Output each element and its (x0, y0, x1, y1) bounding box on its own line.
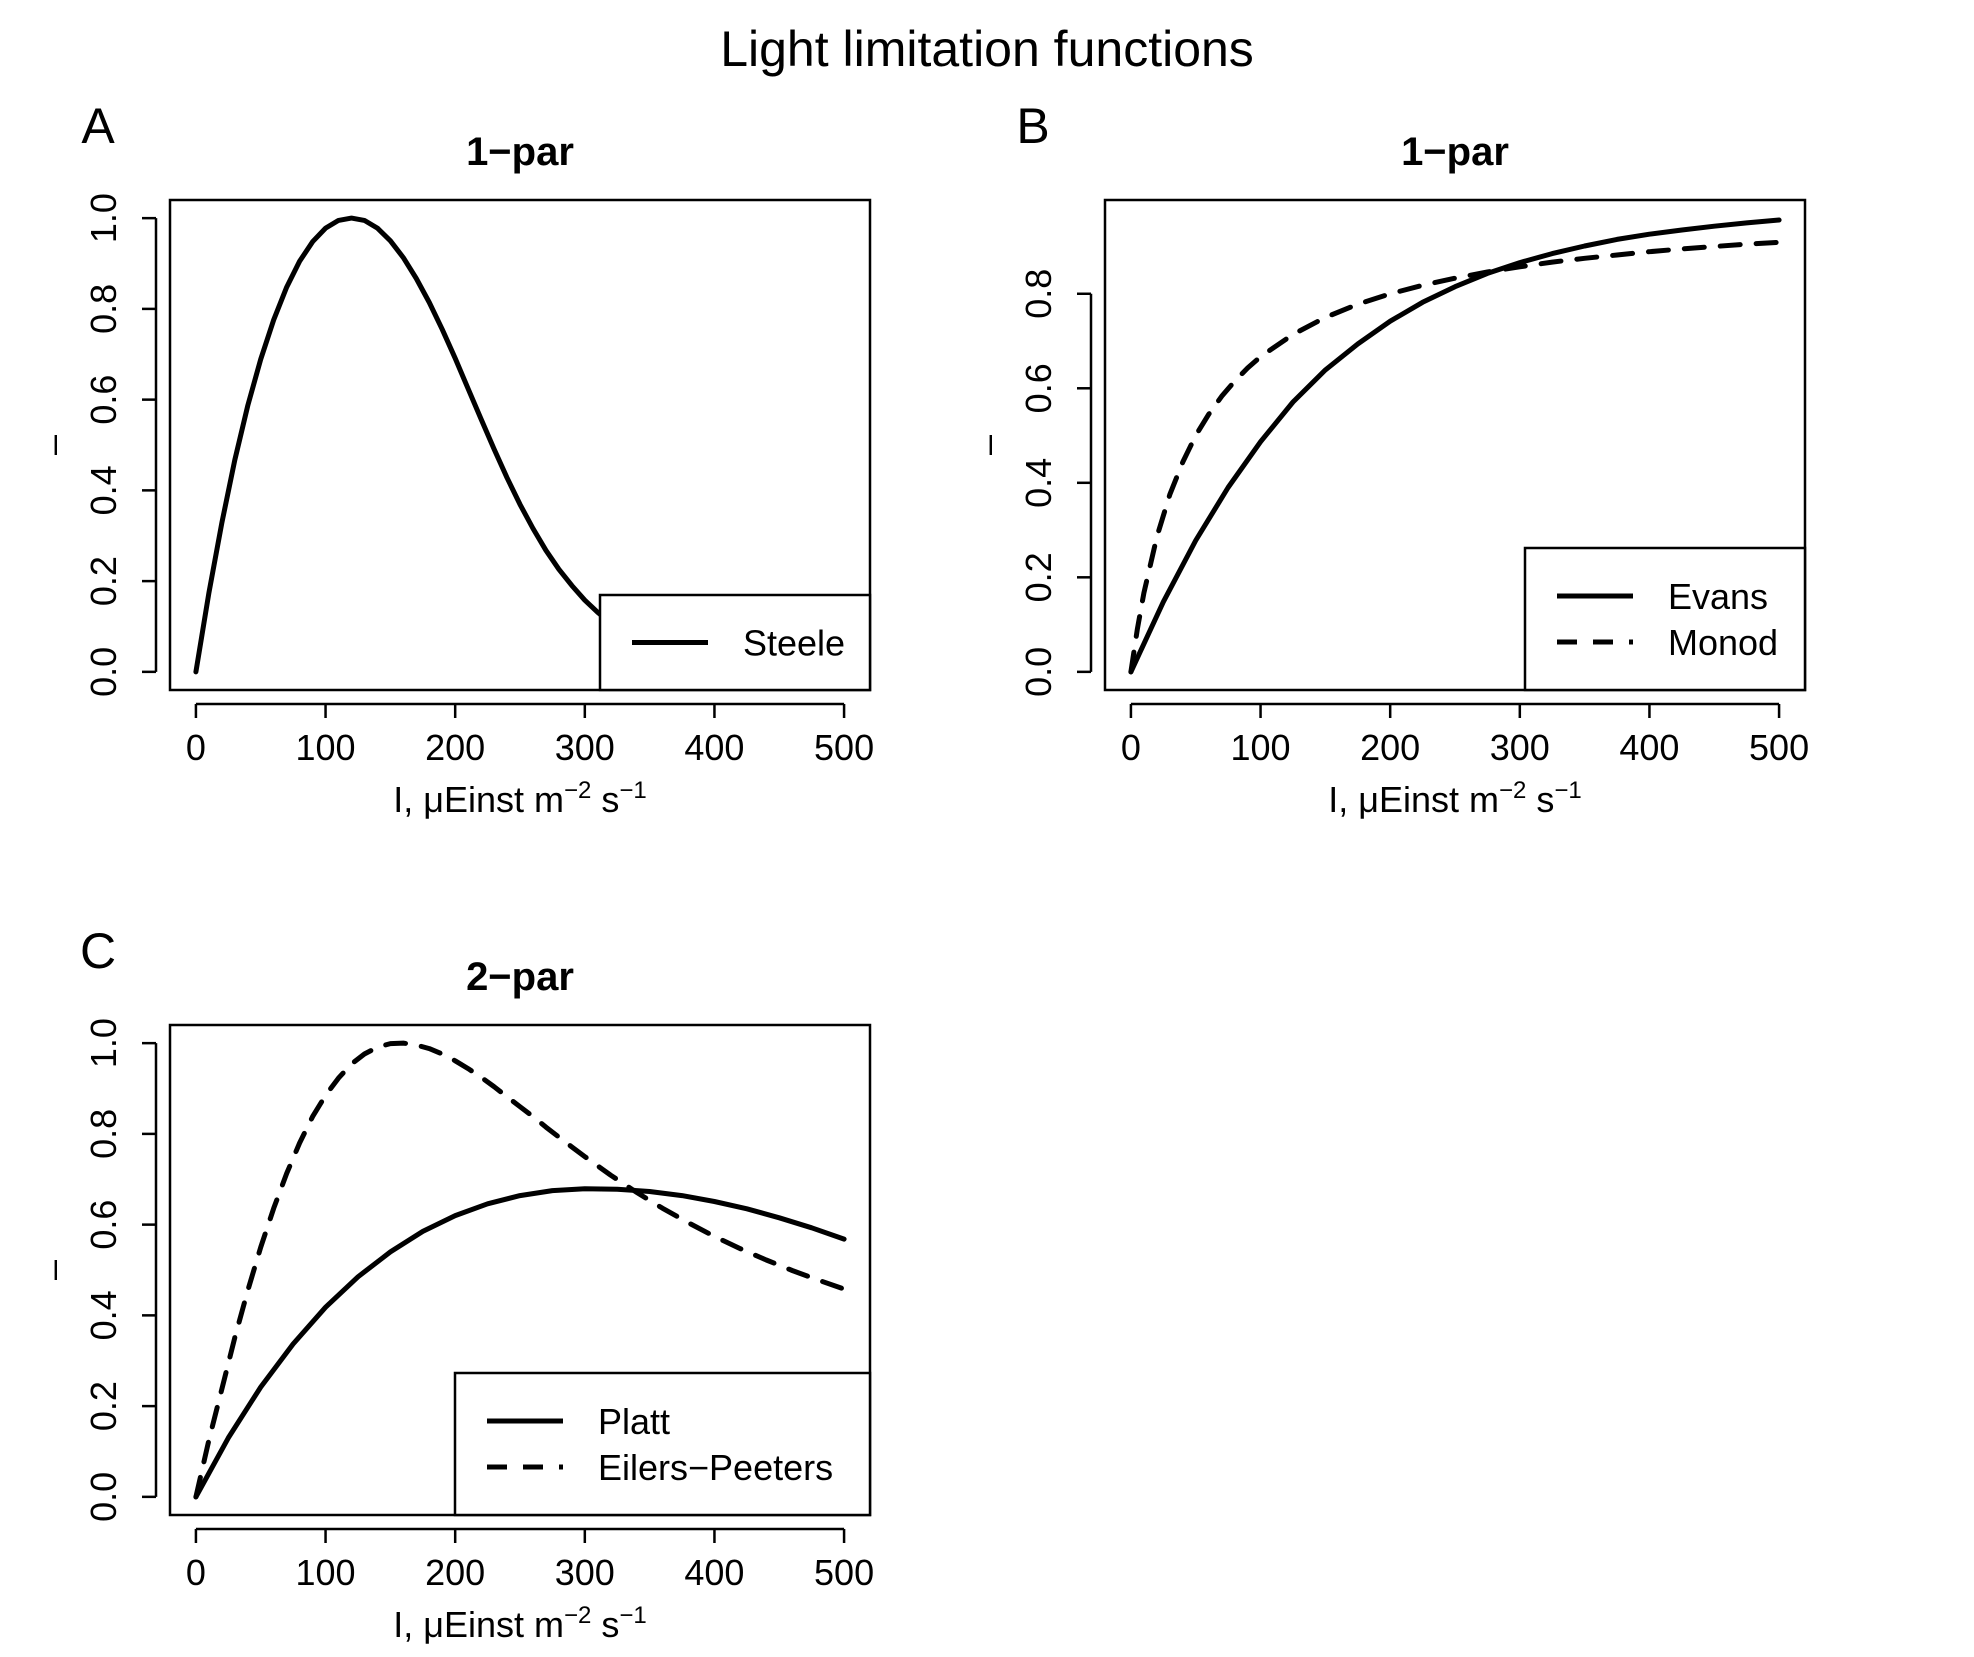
y-tick-label: 0.8 (1018, 269, 1059, 319)
y-tick-label: 0.2 (83, 1381, 124, 1431)
x-axis-label: I, μEinst m−2 s−1 (393, 777, 647, 820)
y-tick-label: 0.4 (83, 1290, 124, 1340)
panel-letter: B (1016, 98, 1049, 154)
legend-label-1: Steele (743, 623, 845, 664)
y-tick-label: 0.0 (83, 1472, 124, 1522)
legend-label-1: Platt (598, 1401, 670, 1442)
x-tick-label: 500 (1749, 727, 1809, 768)
y-tick-label: 0.8 (83, 1109, 124, 1159)
panels: A 1−par 0 100 200 300 400 500 I, μEinst m−2 s−1 0… (32, 98, 1809, 1645)
x-tick-label: 300 (555, 727, 615, 768)
panel-c: C 2−par 0 100 200 300 400 500 I, μEinst m−2 s−1 0… (32, 923, 874, 1645)
x-tick-label: 500 (814, 1552, 874, 1593)
series-line-1 (1128, 217, 1782, 675)
panel-title: 2−par (466, 955, 574, 999)
x-tick-label: 0 (186, 727, 206, 768)
legend-label-1: Evans (1668, 576, 1768, 617)
panel-title: 1−par (466, 130, 574, 174)
x-axis-label: I, μEinst m−2 s−1 (393, 1602, 647, 1645)
y-tick-label: 0.4 (1018, 458, 1059, 508)
x-tick-label: 200 (1360, 727, 1420, 768)
y-tick-label: 1.0 (83, 193, 124, 243)
plot-frame (1103, 198, 1807, 692)
y-axis-label: – (967, 435, 1008, 455)
plot-frame (168, 198, 872, 692)
panel-letter: C (80, 923, 116, 979)
series-line-2 (1128, 239, 1782, 675)
legend-label-2: Eilers−Peeters (598, 1447, 833, 1488)
legend: Evans Monod (1523, 546, 1807, 692)
y-tick-label: 0.0 (83, 647, 124, 697)
x-tick-label: 300 (555, 1552, 615, 1593)
y-tick-label: 0.6 (1018, 363, 1059, 413)
x-tick-label: 300 (1490, 727, 1550, 768)
legend-label-2: Monod (1668, 622, 1778, 663)
panel-title: 1−par (1401, 130, 1509, 174)
legend-box (1523, 546, 1807, 692)
series-line-2 (193, 1040, 847, 1500)
x-tick-label: 0 (186, 1552, 206, 1593)
y-axis-label: – (32, 1260, 73, 1280)
y-tick-label: 0.2 (1018, 552, 1059, 602)
x-tick-label: 200 (425, 727, 485, 768)
panel-a: A 1−par 0 100 200 300 400 500 I, μEinst m−2 s−1 0… (32, 98, 874, 820)
x-tick-label: 400 (684, 727, 744, 768)
x-tick-label: 100 (296, 1552, 356, 1593)
y-tick-label: 0.8 (83, 284, 124, 334)
series-line-1 (193, 1186, 847, 1500)
legend: Steele (598, 593, 872, 692)
panel-letter: A (81, 98, 115, 154)
x-tick-label: 400 (684, 1552, 744, 1593)
y-tick-label: 0.2 (83, 556, 124, 606)
x-tick-label: 200 (425, 1552, 485, 1593)
y-tick-label: 0.4 (83, 465, 124, 515)
x-tick-label: 0 (1121, 727, 1141, 768)
legend-box (453, 1371, 872, 1517)
x-tick-label: 100 (296, 727, 356, 768)
y-tick-label: 0.6 (83, 1200, 124, 1250)
x-tick-label: 500 (814, 727, 874, 768)
legend: Platt Eilers−Peeters (453, 1371, 872, 1517)
x-axis-label: I, μEinst m−2 s−1 (1328, 777, 1582, 820)
figure-title: Light limitation functions (720, 21, 1254, 77)
panel-b: B 1−par 0 100 200 300 400 500 I, μEinst m−2 s−1 0… (967, 98, 1809, 820)
x-tick-label: 100 (1231, 727, 1291, 768)
y-axis-label: – (32, 435, 73, 455)
y-tick-label: 0.0 (1018, 647, 1059, 697)
y-tick-label: 1.0 (83, 1018, 124, 1068)
x-tick-label: 400 (1619, 727, 1679, 768)
y-tick-label: 0.6 (83, 375, 124, 425)
